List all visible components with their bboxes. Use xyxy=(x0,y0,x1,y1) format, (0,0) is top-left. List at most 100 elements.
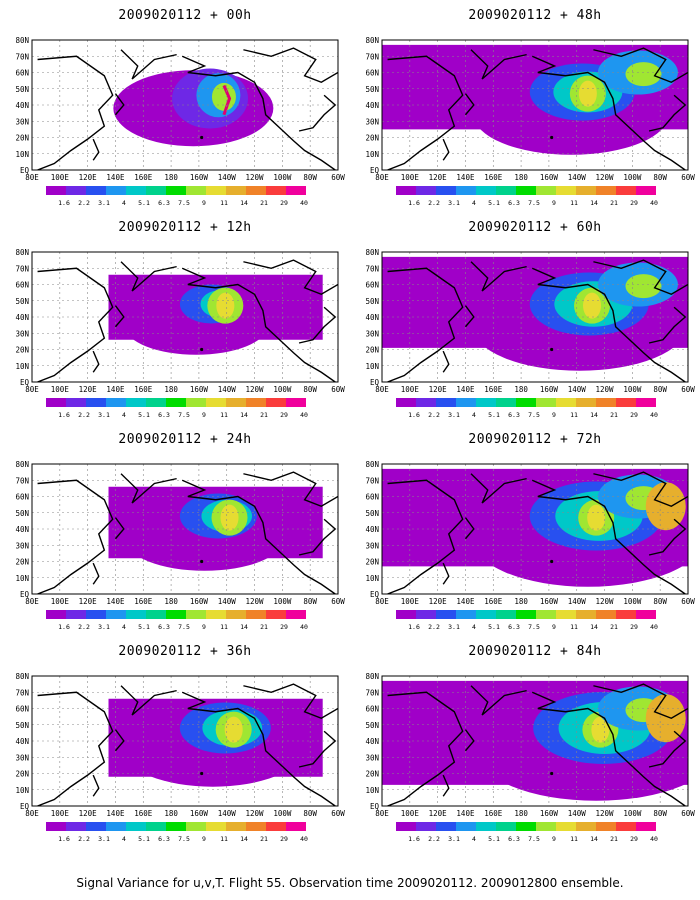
lon-label: 140W xyxy=(218,809,237,818)
lat-label: 30N xyxy=(365,753,379,762)
colorbar-label: 2.2 xyxy=(78,411,90,419)
colorbar-label: 6.3 xyxy=(508,411,520,419)
lat-label: EQ xyxy=(370,166,380,175)
graticule xyxy=(382,252,688,382)
panel-title: 2009020112 + 84h xyxy=(468,644,602,659)
colorbar-label: 6.3 xyxy=(158,411,170,419)
lon-label: 180 xyxy=(514,597,528,606)
philippines-coast xyxy=(442,562,450,585)
colorbar-label: 7.5 xyxy=(528,623,540,631)
colorbar-label: 2.2 xyxy=(428,623,440,631)
colorbar-swatch xyxy=(86,610,106,619)
lat-label: 30N xyxy=(365,329,379,338)
colorbar-label: 29 xyxy=(280,835,288,843)
lat-label: 10N xyxy=(15,150,29,159)
lon-label: 180 xyxy=(164,173,178,182)
lon-label: 100E xyxy=(401,597,420,606)
colorbar-swatch xyxy=(286,186,306,195)
colorbar-label: 21 xyxy=(260,623,268,631)
colorbar-swatch xyxy=(86,822,106,831)
namerica-west-coast xyxy=(531,691,686,806)
colorbar-swatch xyxy=(226,186,246,195)
colorbar-swatch xyxy=(126,398,146,407)
colorbar-swatch xyxy=(226,398,246,407)
lat-label: 10N xyxy=(365,786,379,795)
lon-label: 100E xyxy=(51,385,70,394)
colorbar-swatch xyxy=(66,398,86,407)
panel-title: 2009020112 + 48h xyxy=(468,8,602,23)
colorbar-label: 3.1 xyxy=(98,835,110,843)
lon-label: 120W xyxy=(246,385,265,394)
colorbar-swatch xyxy=(436,822,456,831)
colorbar-label: 11 xyxy=(570,411,578,419)
colorbar-swatch xyxy=(416,398,436,407)
lat-label: 10N xyxy=(15,786,29,795)
colorbar-label: 11 xyxy=(220,199,228,207)
colorbar-label: 40 xyxy=(650,835,658,843)
lon-label: 120W xyxy=(596,809,615,818)
colorbar-swatch xyxy=(396,186,416,195)
variance-east-green xyxy=(625,274,662,299)
asia-coast xyxy=(387,479,464,594)
colorbar-swatch xyxy=(86,398,106,407)
colorbar-swatch xyxy=(186,610,206,619)
lon-label: 140E xyxy=(106,809,125,818)
hawaii-island xyxy=(550,135,554,140)
canada-coast xyxy=(593,259,688,296)
colorbar-label: 9 xyxy=(552,411,556,419)
lon-label: 100E xyxy=(401,173,420,182)
philippines-coast xyxy=(92,562,100,585)
variance-field xyxy=(108,274,323,355)
map-panel: 2009020112 + 00h 80N 70N 60N 50N 40N 30N 20N 10N… xyxy=(10,0,350,225)
plot-frame xyxy=(381,251,689,383)
lon-label: 140W xyxy=(568,385,587,394)
colorbar-label: 7.5 xyxy=(528,199,540,207)
colorbar-swatch xyxy=(166,398,186,407)
colorbar-label: 2.2 xyxy=(428,199,440,207)
colorbar-label: 11 xyxy=(570,623,578,631)
japan-coast xyxy=(114,517,125,540)
lat-label: 10N xyxy=(365,362,379,371)
colorbar-swatch xyxy=(636,822,656,831)
philippines-coast xyxy=(442,350,450,373)
colorbar-swatch xyxy=(66,186,86,195)
variance-east-green xyxy=(625,62,662,87)
kamchatka-coast xyxy=(120,261,177,292)
colorbar-swatch xyxy=(576,610,596,619)
colorbar-swatch xyxy=(146,610,166,619)
colorbar-label: 4 xyxy=(472,411,476,419)
hawaii-island xyxy=(200,771,204,776)
asia-coast xyxy=(387,55,464,170)
lon-label: 80E xyxy=(25,597,39,606)
colorbar-label: 3.1 xyxy=(448,411,460,419)
hawaii-island xyxy=(200,347,204,352)
colorbar-label: 14 xyxy=(240,835,248,843)
lon-label: 80W xyxy=(303,385,317,394)
lon-label: 160E xyxy=(134,809,153,818)
lon-label: 120W xyxy=(246,809,265,818)
colorbar-label: 29 xyxy=(630,623,638,631)
plot-frame xyxy=(31,675,339,807)
map-panel: 2009020112 + 84h 80N 70N 60N 50N 40N 30N 20N 10N… xyxy=(360,636,700,861)
lon-label: 80E xyxy=(375,809,389,818)
colorbar-swatch xyxy=(246,822,266,831)
lat-label: 20N xyxy=(365,558,379,567)
colorbar-swatch xyxy=(396,398,416,407)
colorbar-label: 7.5 xyxy=(528,411,540,419)
hawaii-island xyxy=(200,559,204,564)
colorbar-swatch xyxy=(126,822,146,831)
lon-label: 140W xyxy=(218,597,237,606)
colorbar-swatch xyxy=(476,822,496,831)
lat-label: 10N xyxy=(15,574,29,583)
colorbar-label: 1.6 xyxy=(408,199,420,207)
colorbar-label: 4 xyxy=(472,623,476,631)
colorbar-label: 5.1 xyxy=(488,411,500,419)
colorbar-swatch xyxy=(286,398,306,407)
asia-coast xyxy=(37,479,114,594)
lon-label: 80W xyxy=(303,173,317,182)
plot-area xyxy=(32,40,338,170)
graticule xyxy=(32,464,338,594)
colorbar-swatch xyxy=(106,186,126,195)
